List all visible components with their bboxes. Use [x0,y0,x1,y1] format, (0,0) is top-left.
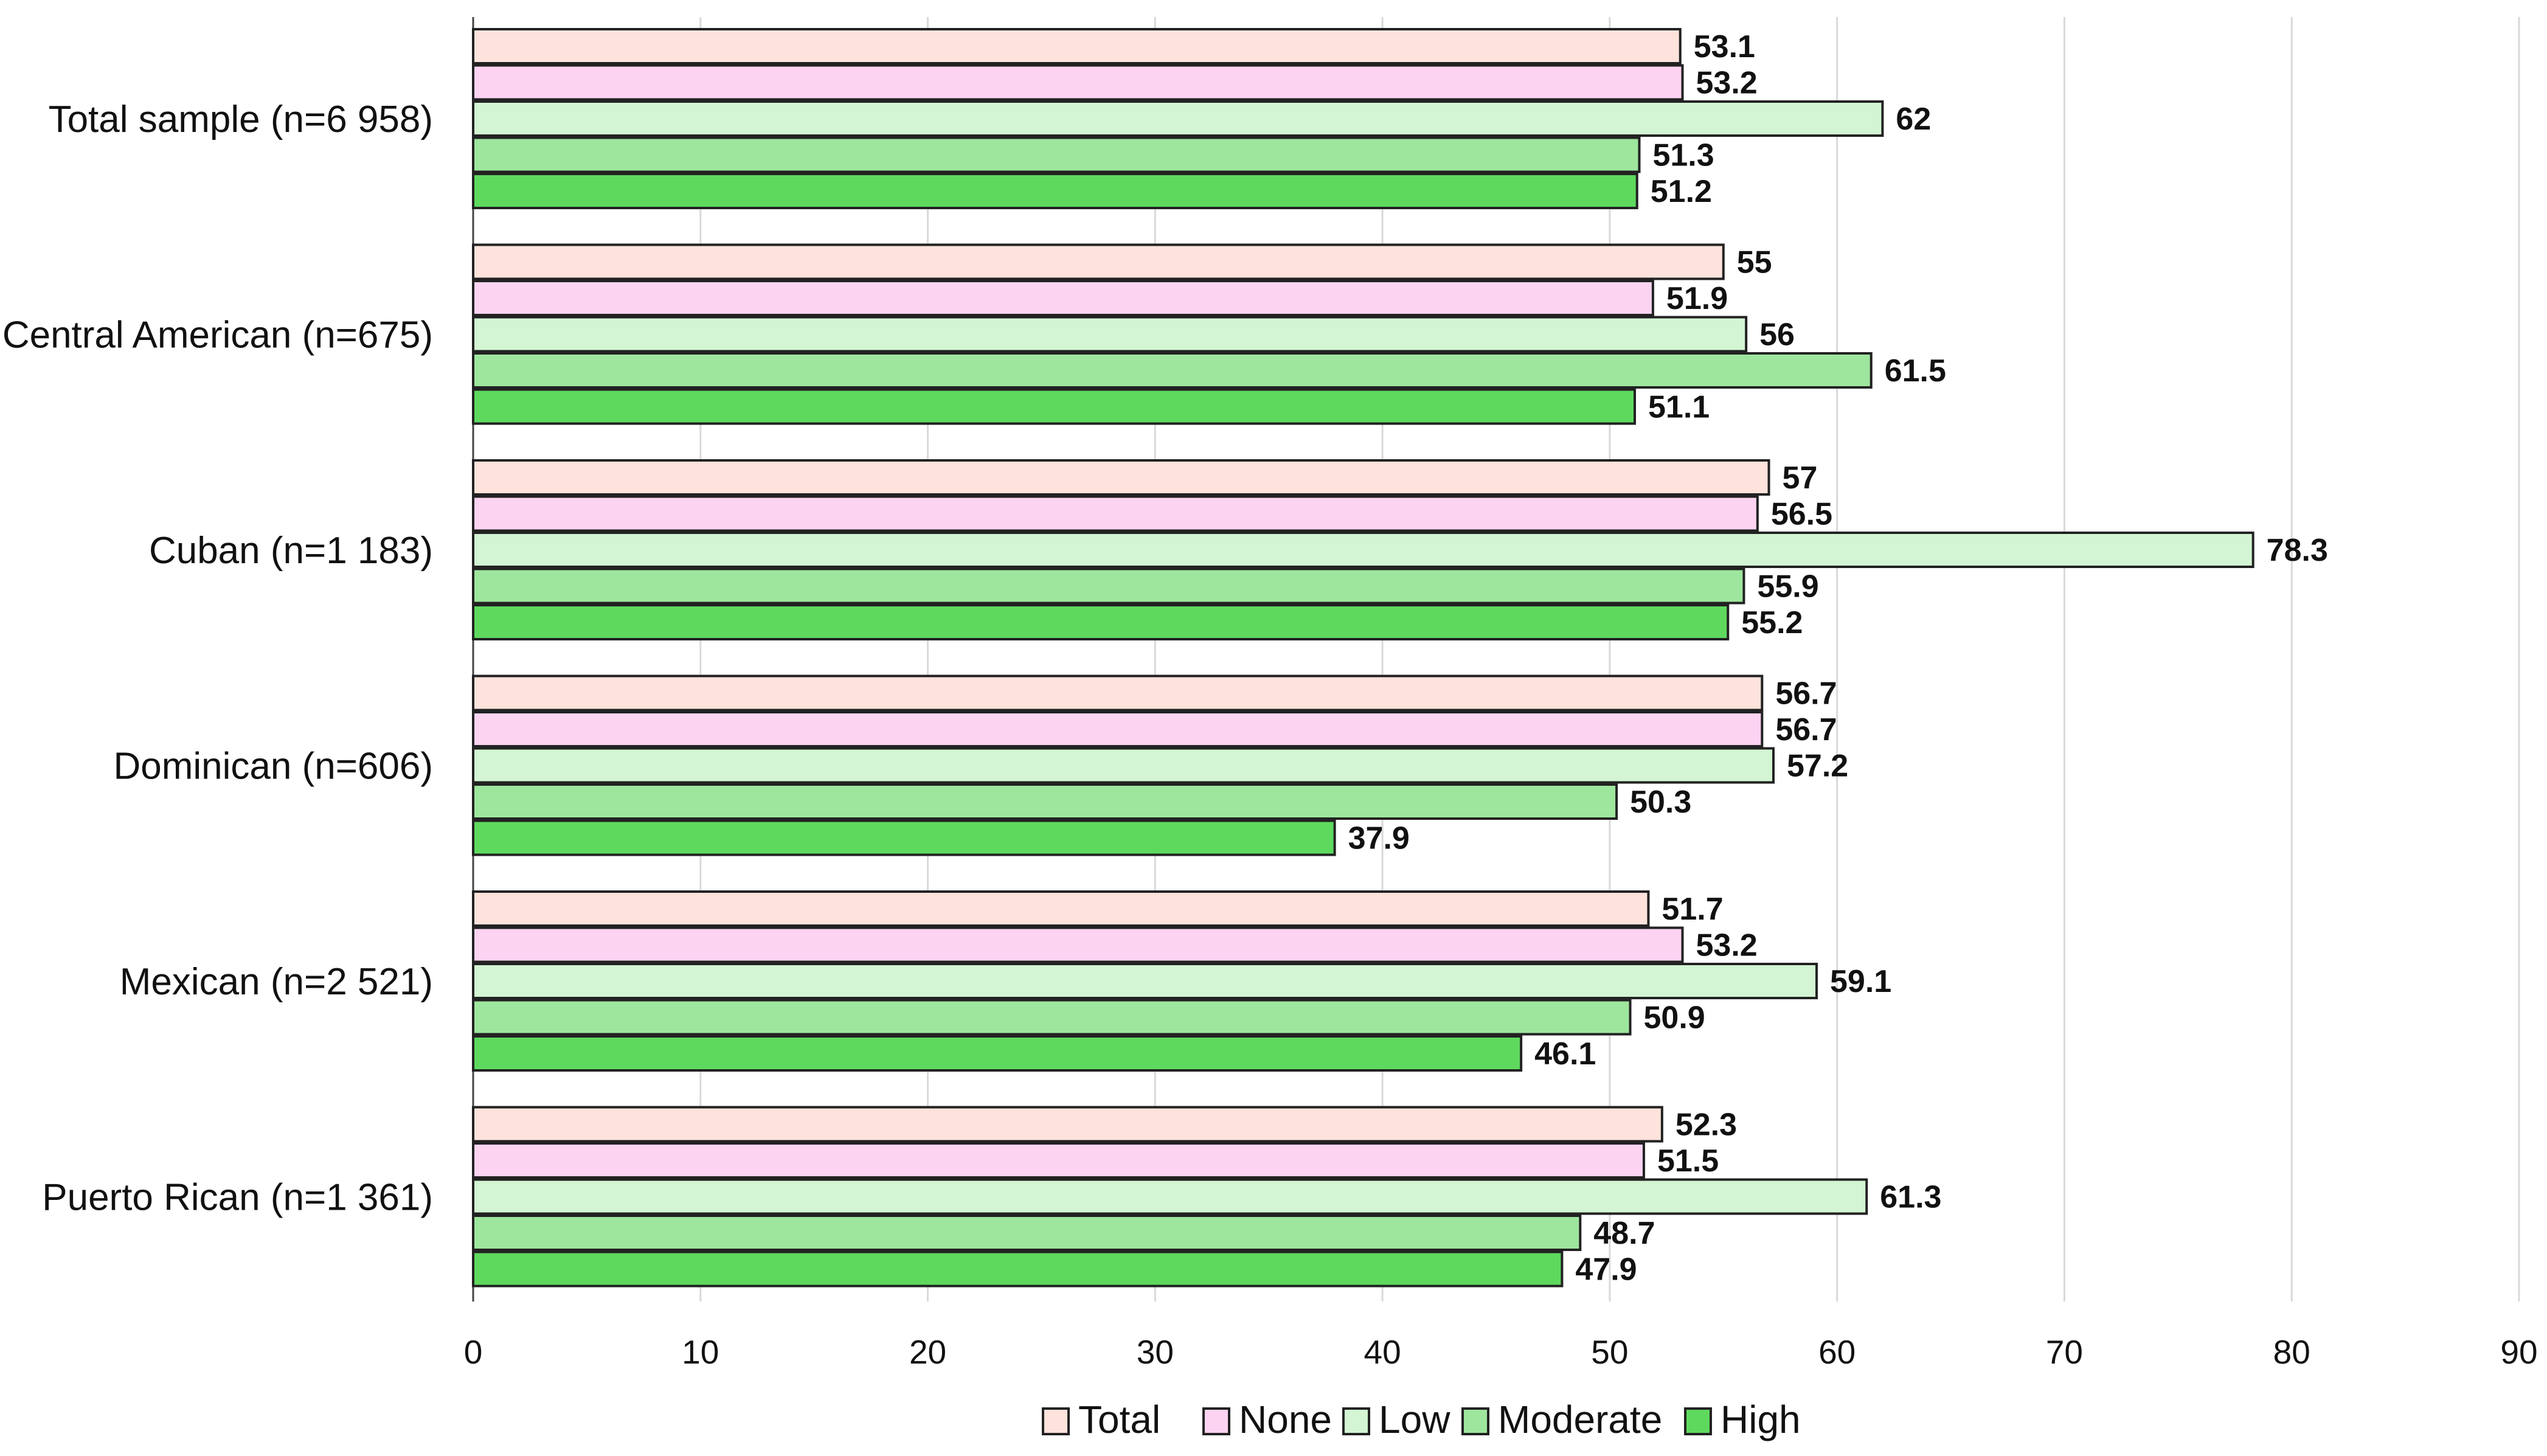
category-label-total-sample: Total sample (n=6 958) [49,99,433,140]
data-label-mexican-high: 46.1 [1534,1036,1596,1072]
data-label-puerto-rican-moderate: 48.7 [1593,1216,1655,1251]
bar-puerto-rican-none [472,1142,1645,1179]
bars [472,28,2254,1288]
legend-item-moderate: Moderate [1461,1398,1662,1441]
data-label-central-american-none: 51.9 [1666,281,1728,316]
data-label-total-sample-low: 62 [1896,102,1931,137]
legend-item-low: Low [1342,1398,1450,1441]
data-label-dominican-low: 57.2 [1787,749,1848,784]
data-label-puerto-rican-high: 47.9 [1575,1252,1637,1288]
category-label-puerto-rican: Puerto Rican (n=1 361) [42,1177,433,1219]
data-label-dominican-high: 37.9 [1348,821,1410,856]
x-tick-label-10: 10 [682,1333,719,1371]
x-tick-label-20: 20 [909,1333,946,1371]
bar-cuban-high [472,604,1730,640]
legend-label-moderate: Moderate [1498,1398,1662,1441]
legend-item-high: High [1684,1398,1801,1441]
data-label-cuban-moderate: 55.9 [1757,569,1818,605]
legend-swatch-high [1684,1407,1712,1435]
gridlines [472,17,2520,1302]
x-tick-label-40: 40 [1364,1333,1401,1371]
bar-central-american-high [472,388,1637,425]
bar-total-sample-moderate [472,136,1641,173]
legend-swatch-moderate [1461,1407,1489,1435]
bar-central-american-moderate [472,352,1873,389]
bar-dominican-none [472,711,1764,747]
category-labels: Total sample (n=6 958) Central American (… [2,99,433,1219]
bar-mexican-moderate [472,999,1632,1036]
bar-total-sample-none [472,64,1684,101]
data-label-total-sample-none: 53.2 [1696,66,1757,101]
x-tick-label-90: 90 [2500,1333,2537,1371]
data-label-mexican-none: 53.2 [1696,928,1757,963]
bar-total-sample-high [472,173,1638,209]
legend-swatch-total [1042,1407,1070,1435]
legend-label-none: None [1239,1398,1332,1441]
x-tick-label-50: 50 [1591,1333,1628,1371]
data-label-total-sample-total: 53.1 [1694,29,1755,64]
legend-label-low: Low [1379,1398,1450,1441]
data-label-cuban-none: 56.5 [1771,497,1832,532]
data-label-cuban-total: 57 [1783,460,1818,496]
bar-mexican-none [472,926,1684,963]
bar-puerto-rican-moderate [472,1215,1582,1251]
bar-total-sample-total [472,28,1682,64]
data-labels: 53.153.26251.351.25551.95661.551.15756.5… [1348,29,2328,1288]
data-label-cuban-high: 55.2 [1741,605,1803,640]
bar-puerto-rican-total [472,1106,1663,1143]
legend-item-total: Total [1042,1398,1160,1441]
bar-central-american-low [472,316,1748,353]
category-label-mexican: Mexican (n=2 521) [120,961,433,1003]
x-tick-label-30: 30 [1137,1333,1174,1371]
bar-cuban-moderate [472,567,1745,605]
data-label-dominican-total: 56.7 [1775,676,1837,712]
bar-dominican-moderate [472,783,1618,820]
bar-central-american-none [472,280,1654,316]
legend-label-high: High [1721,1398,1801,1441]
data-label-central-american-moderate: 61.5 [1885,353,1946,389]
data-label-puerto-rican-total: 52.3 [1675,1108,1737,1143]
bar-mexican-total [472,890,1650,927]
category-label-dominican: Dominican (n=606) [113,746,433,788]
bar-cuban-low [472,532,2254,568]
data-label-total-sample-moderate: 51.3 [1652,138,1714,173]
data-label-dominican-moderate: 50.3 [1630,785,1691,820]
data-label-central-american-high: 51.1 [1648,390,1710,425]
bar-cuban-total [472,459,1770,496]
bar-mexican-low [472,963,1818,999]
bar-puerto-rican-low [472,1178,1868,1215]
data-label-puerto-rican-low: 61.3 [1880,1180,1941,1215]
data-label-total-sample-high: 51.2 [1651,174,1712,209]
legend: Total None Low Moderate High [1042,1398,1801,1441]
legend-label-total: Total [1078,1398,1160,1441]
data-label-central-american-low: 56 [1759,317,1795,353]
bar-dominican-total [472,674,1764,712]
x-tick-label-0: 0 [464,1333,483,1371]
bar-dominican-high [472,819,1336,856]
legend-item-none: None [1202,1398,1332,1441]
legend-swatch-none [1202,1407,1230,1435]
x-tick-label-70: 70 [2046,1333,2083,1371]
x-tick-label-60: 60 [1818,1333,1856,1371]
x-tick-label-80: 80 [2273,1333,2310,1371]
x-axis-ticks: 0 10 20 30 40 50 60 70 80 90 [464,1333,2538,1371]
bar-cuban-none [472,495,1759,532]
data-label-cuban-low: 78.3 [2267,533,2328,568]
category-label-cuban: Cuban (n=1 183) [149,530,433,572]
data-label-mexican-total: 51.7 [1662,892,1723,927]
data-label-central-american-total: 55 [1737,245,1772,280]
data-label-dominican-none: 56.7 [1775,712,1837,747]
category-label-central-american: Central American (n=675) [2,314,433,356]
data-label-puerto-rican-none: 51.5 [1657,1143,1719,1179]
data-label-mexican-moderate: 50.9 [1644,1000,1705,1036]
data-label-mexican-low: 59.1 [1830,964,1891,999]
bar-dominican-low [472,747,1775,784]
bar-puerto-rican-high [472,1250,1564,1288]
bar-total-sample-low [472,100,1884,137]
legend-swatch-low [1342,1407,1370,1435]
bar-central-american-total [472,243,1725,280]
bar-mexican-high [472,1035,1523,1072]
